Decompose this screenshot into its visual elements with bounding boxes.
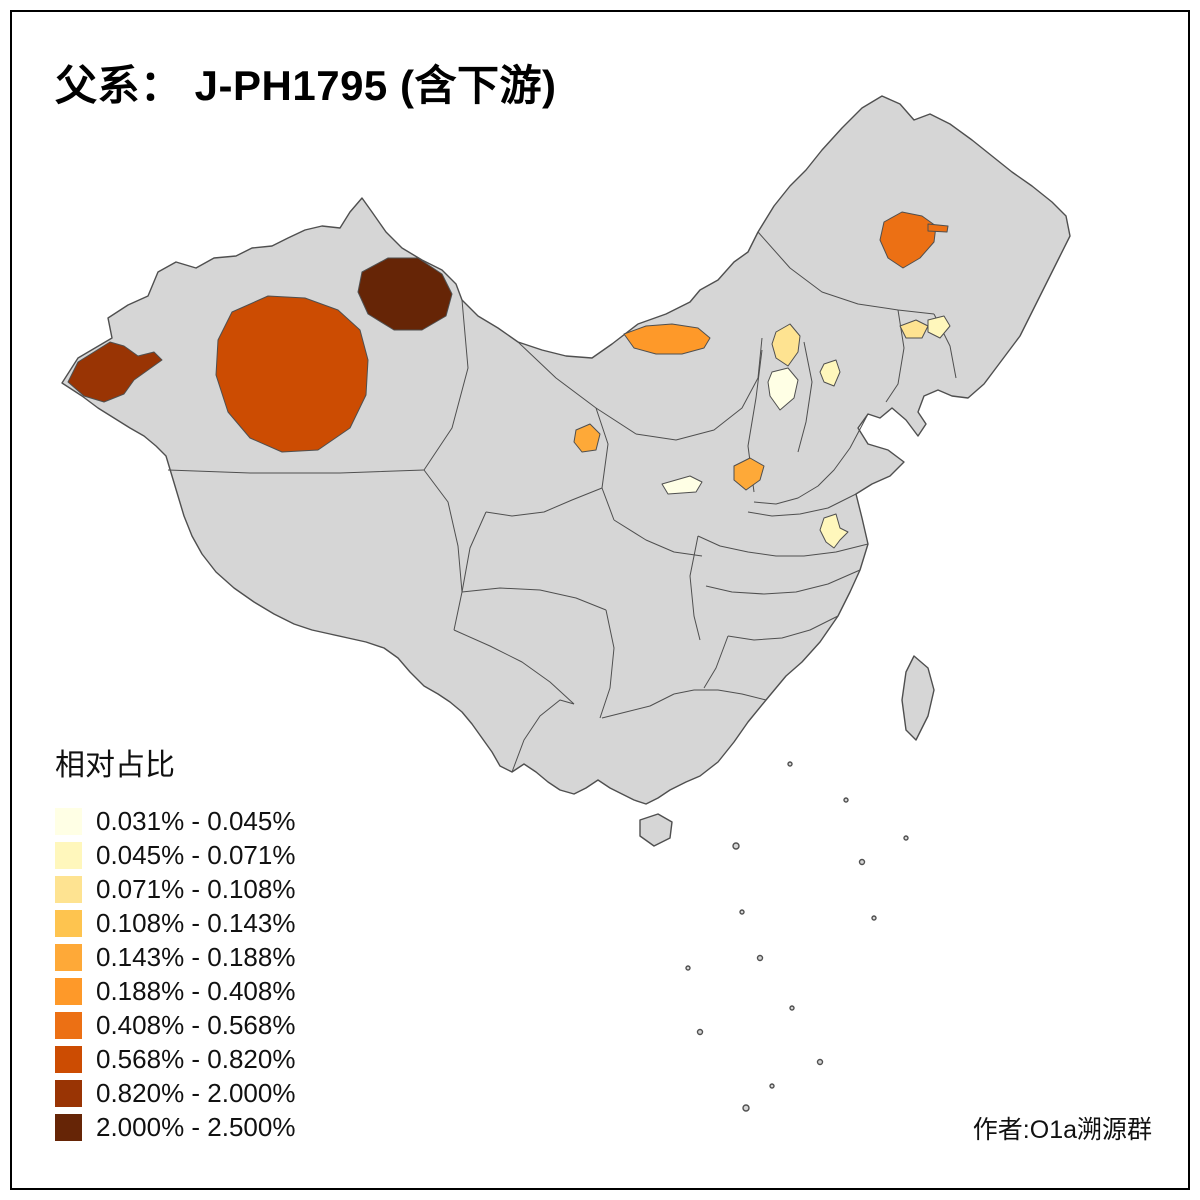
legend-label: 0.143% - 0.188% <box>96 941 296 972</box>
province-border <box>727 615 839 641</box>
province-border <box>705 569 861 595</box>
region-south-gansu-strip <box>661 475 703 495</box>
island-dot <box>843 797 849 803</box>
province-border <box>595 407 615 521</box>
mainland-shape <box>61 95 1071 805</box>
region-north-hebei <box>771 323 801 367</box>
island-dot <box>732 842 740 850</box>
legend-item: 0.820% - 2.000% <box>55 1076 295 1110</box>
region-central-liaoning <box>927 315 951 339</box>
legend-item: 0.188% - 0.408% <box>55 974 295 1008</box>
province-border <box>485 487 603 517</box>
island-dot <box>816 1058 824 1066</box>
province-border <box>797 341 813 453</box>
region-central-henan <box>819 513 849 549</box>
legend-swatch <box>55 909 82 937</box>
island-dot <box>787 761 793 767</box>
island-dot <box>871 915 877 921</box>
island-dot <box>696 1028 704 1036</box>
legend: 相对占比 0.031% - 0.045% 0.045% - 0.071% 0.0… <box>55 740 295 1144</box>
legend-item: 0.031% - 0.045% <box>55 804 295 838</box>
legend-title: 相对占比 <box>55 749 175 782</box>
region-central-gansu <box>573 423 601 453</box>
legend-label: 0.188% - 0.408% <box>96 975 296 1006</box>
legend-label: 2.000% - 2.500% <box>96 1111 296 1142</box>
legend-label: 0.568% - 0.820% <box>96 1043 296 1074</box>
legend-label: 0.045% - 0.071% <box>96 839 296 870</box>
legend-item: 0.045% - 0.071% <box>55 838 295 872</box>
province-border <box>613 519 703 557</box>
island-dot <box>903 835 909 841</box>
legend-item: 0.143% - 0.188% <box>55 940 295 974</box>
highlighted-regions <box>67 211 951 549</box>
region-beijing-area <box>819 359 841 387</box>
province-border <box>167 469 425 474</box>
legend-swatch <box>55 1113 82 1141</box>
island-dot <box>739 909 745 915</box>
province-border <box>423 469 463 631</box>
legend-label: 0.820% - 2.000% <box>96 1077 296 1108</box>
legend-item: 0.108% - 0.143% <box>55 906 295 940</box>
legend-swatch <box>55 807 82 835</box>
province-borders <box>167 231 957 773</box>
legend-item: 0.071% - 0.108% <box>55 872 295 906</box>
legend-label: 0.408% - 0.568% <box>96 1009 296 1040</box>
province-border <box>753 413 869 505</box>
legend-swatch <box>55 841 82 869</box>
legend-item: 0.568% - 0.820% <box>55 1042 295 1076</box>
legend-swatch <box>55 1079 82 1107</box>
region-central-xinjiang <box>215 295 369 453</box>
legend-label: 0.071% - 0.108% <box>96 873 296 904</box>
province-border <box>461 587 607 611</box>
region-central-hebei <box>767 367 799 411</box>
island-dot <box>858 858 866 866</box>
island-dot <box>685 965 691 971</box>
province-border <box>697 535 869 557</box>
province-border <box>461 511 487 593</box>
taiwan-island <box>901 655 935 741</box>
legend-item: 2.000% - 2.500% <box>55 1110 295 1144</box>
province-border <box>423 299 469 471</box>
province-border <box>601 693 675 719</box>
region-central-inner-mongolia <box>623 323 711 355</box>
region-west-liaoning <box>899 319 929 339</box>
legend-swatch <box>55 943 82 971</box>
legend-label: 0.031% - 0.045% <box>96 805 296 836</box>
legend-swatch <box>55 1045 82 1073</box>
hainan-island <box>639 813 673 847</box>
province-border <box>453 629 575 705</box>
province-border <box>517 341 637 435</box>
legend-item: 0.408% - 0.568% <box>55 1008 295 1042</box>
attribution-text: 作者:O1a溯源群 <box>972 1116 1152 1144</box>
province-border <box>747 493 857 517</box>
province-border <box>673 689 767 701</box>
region-south-shanxi <box>733 457 765 491</box>
legend-swatch <box>55 1011 82 1039</box>
legend-swatch <box>55 977 82 1005</box>
legend-label: 0.108% - 0.143% <box>96 907 296 938</box>
map-base <box>61 95 1071 1112</box>
province-border <box>757 231 935 315</box>
island-dot <box>756 954 764 962</box>
province-border <box>703 635 729 689</box>
province-border <box>689 535 701 641</box>
island-dot <box>742 1104 750 1112</box>
page-title: 父系： J-PH1795 (含下游) <box>55 62 557 109</box>
legend-swatch <box>55 875 82 903</box>
province-border <box>511 699 575 773</box>
sea-islands <box>685 761 909 1112</box>
region-east-xinjiang <box>357 257 453 331</box>
region-northeast-strip <box>927 223 949 233</box>
region-west-xinjiang <box>67 341 163 403</box>
region-northeast-inner-mongolia <box>879 211 937 269</box>
island-dot <box>769 1083 775 1089</box>
province-border <box>635 337 763 441</box>
province-border <box>599 609 615 719</box>
island-dot <box>789 1005 795 1011</box>
